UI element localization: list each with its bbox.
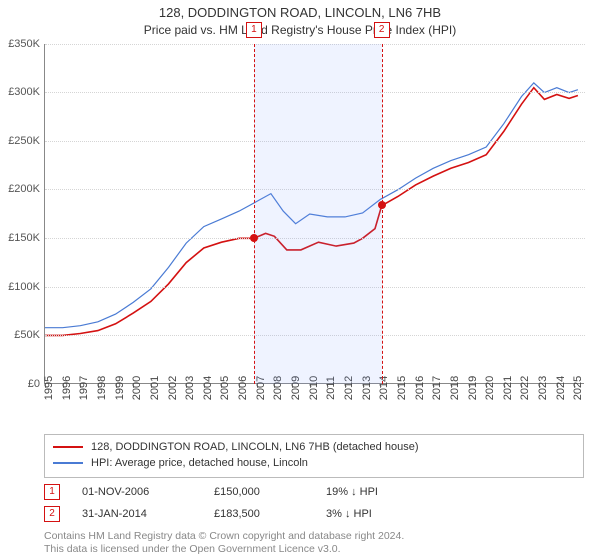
- x-axis-label: 2015: [396, 375, 408, 399]
- footer-line: Contains HM Land Registry data © Crown c…: [44, 530, 600, 544]
- sale-marker-dot: [250, 234, 258, 242]
- x-axis-label: 2023: [537, 375, 549, 399]
- sale-date: 31-JAN-2014: [82, 508, 192, 520]
- x-axis-label: 2025: [572, 375, 584, 399]
- sale-detail-row: 1 01-NOV-2006 £150,000 19% ↓ HPI: [44, 484, 600, 500]
- x-axis-label: 2024: [555, 375, 567, 399]
- x-axis-label: 2019: [467, 375, 479, 399]
- sale-marker-line: [254, 44, 255, 384]
- x-axis-label: 2003: [184, 375, 196, 399]
- sale-marker-badge: 1: [246, 22, 262, 38]
- legend-swatch: [53, 462, 83, 464]
- sale-badge: 1: [44, 484, 60, 500]
- chart-title: 128, DODDINGTON ROAD, LINCOLN, LN6 7HB: [0, 4, 600, 22]
- legend-box: 128, DODDINGTON ROAD, LINCOLN, LN6 7HB (…: [44, 434, 584, 478]
- legend-item: 128, DODDINGTON ROAD, LINCOLN, LN6 7HB (…: [53, 439, 575, 456]
- sale-delta: 19% ↓ HPI: [326, 486, 378, 498]
- y-axis-label: £50K: [0, 329, 40, 341]
- y-axis-label: £150K: [0, 232, 40, 244]
- sale-badge: 2: [44, 506, 60, 522]
- x-axis-label: 2004: [202, 375, 214, 399]
- x-axis-label: 2000: [131, 375, 143, 399]
- x-axis-label: 2020: [484, 375, 496, 399]
- legend-label: HPI: Average price, detached house, Linc…: [91, 455, 308, 472]
- x-axis-label: 1996: [61, 375, 73, 399]
- sale-marker-dot: [378, 201, 386, 209]
- x-axis-label: 2001: [149, 375, 161, 399]
- x-axis-label: 1995: [43, 375, 55, 399]
- sale-price: £183,500: [214, 508, 304, 520]
- x-axis-label: 2016: [414, 375, 426, 399]
- sale-marker-badge: 2: [374, 22, 390, 38]
- attribution-footer: Contains HM Land Registry data © Crown c…: [44, 530, 600, 557]
- chart-subtitle: Price paid vs. HM Land Registry's House …: [0, 22, 600, 38]
- x-axis-label: 1998: [96, 375, 108, 399]
- x-axis-label: 2022: [519, 375, 531, 399]
- x-axis-label: 2006: [237, 375, 249, 399]
- x-axis-label: 2002: [167, 375, 179, 399]
- sale-marker-line: [382, 44, 383, 384]
- y-axis-label: £200K: [0, 183, 40, 195]
- x-axis-label: 1997: [78, 375, 90, 399]
- legend-swatch: [53, 446, 83, 448]
- x-axis-label: 2005: [219, 375, 231, 399]
- sale-delta: 3% ↓ HPI: [326, 508, 372, 520]
- chart-area: £0£50K£100K£150K£200K£250K£300K£350K1995…: [44, 44, 584, 384]
- legend-label: 128, DODDINGTON ROAD, LINCOLN, LN6 7HB (…: [91, 439, 418, 456]
- chart-title-block: 128, DODDINGTON ROAD, LINCOLN, LN6 7HB P…: [0, 0, 600, 38]
- sale-detail-row: 2 31-JAN-2014 £183,500 3% ↓ HPI: [44, 506, 600, 522]
- plot-area: £0£50K£100K£150K£200K£250K£300K£350K1995…: [44, 44, 584, 384]
- footer-line: This data is licensed under the Open Gov…: [44, 543, 600, 557]
- y-axis-label: £0: [0, 378, 40, 390]
- x-axis-label: 1999: [114, 375, 126, 399]
- x-axis-label: 2017: [431, 375, 443, 399]
- sale-date: 01-NOV-2006: [82, 486, 192, 498]
- y-axis-label: £250K: [0, 135, 40, 147]
- sale-price: £150,000: [214, 486, 304, 498]
- y-axis-label: £300K: [0, 86, 40, 98]
- x-axis-label: 2021: [502, 375, 514, 399]
- y-axis-label: £100K: [0, 281, 40, 293]
- ownership-shade-band: [254, 44, 382, 384]
- legend-item: HPI: Average price, detached house, Linc…: [53, 455, 575, 472]
- x-axis-label: 2018: [449, 375, 461, 399]
- y-axis-label: £350K: [0, 38, 40, 50]
